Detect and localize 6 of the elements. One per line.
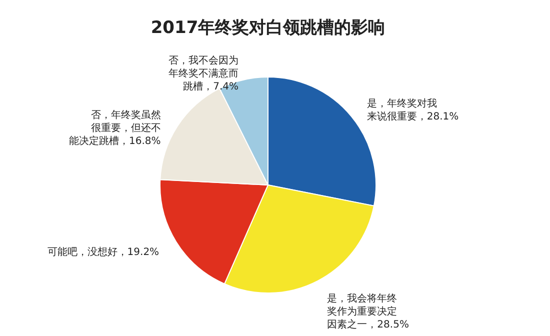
chart-title: 2017年终奖对白领跳槽的影响	[150, 18, 386, 38]
slice-label: 否，我不会因为年终奖不满意而跳槽，7.4%	[168, 54, 239, 92]
slice-label: 否，年终奖虽然很重要，但还不能决定跳槽，16.8%	[69, 109, 161, 148]
slice-label: 是，我会将年终奖作为重要决定因素之一，28.5%	[327, 292, 409, 330]
slice-label: 是，年终奖对我来说很重要，28.1%	[366, 98, 459, 123]
slice-label: 可能吧，没想好，19.2%	[47, 246, 160, 258]
